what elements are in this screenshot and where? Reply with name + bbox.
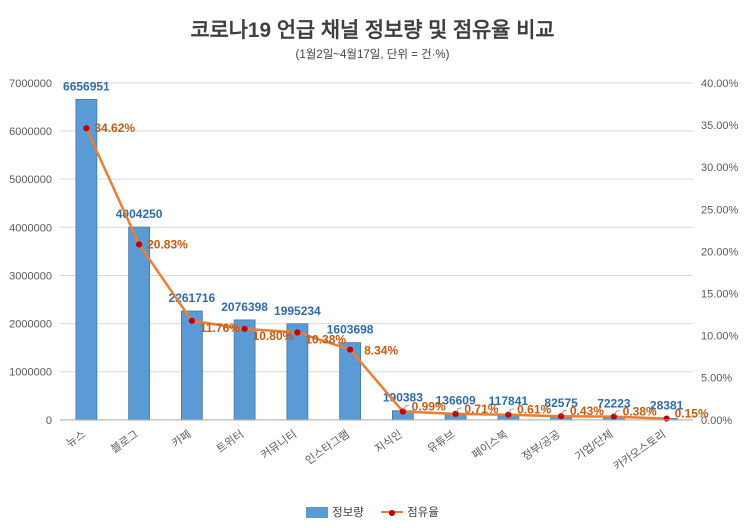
svg-text:6656951: 6656951: [63, 79, 110, 93]
svg-text:5.00%: 5.00%: [701, 373, 732, 385]
svg-text:0: 0: [46, 415, 52, 427]
svg-text:40.00%: 40.00%: [701, 78, 739, 90]
svg-text:8.34%: 8.34%: [364, 344, 398, 358]
svg-text:0.61%: 0.61%: [517, 403, 551, 417]
svg-text:카카오스토리: 카카오스토리: [611, 428, 668, 473]
svg-text:0.15%: 0.15%: [675, 407, 709, 421]
svg-text:2000000: 2000000: [9, 319, 52, 331]
svg-text:2076398: 2076398: [221, 300, 268, 314]
svg-text:11.76%: 11.76%: [200, 321, 240, 335]
svg-text:인스타그램: 인스타그램: [303, 428, 352, 468]
svg-text:트위터: 트위터: [214, 428, 246, 456]
svg-text:6000000: 6000000: [9, 126, 52, 138]
svg-text:0.99%: 0.99%: [412, 400, 446, 414]
svg-text:35.00%: 35.00%: [701, 120, 739, 132]
svg-text:정부/공공: 정부/공공: [520, 428, 563, 464]
svg-text:25.00%: 25.00%: [701, 204, 739, 216]
svg-text:뉴스: 뉴스: [64, 428, 88, 450]
svg-text:커뮤니티: 커뮤니티: [258, 428, 299, 462]
svg-text:유튜브: 유튜브: [425, 428, 457, 456]
svg-text:20.00%: 20.00%: [701, 246, 739, 258]
svg-text:30.00%: 30.00%: [701, 162, 739, 174]
svg-text:3000000: 3000000: [9, 270, 52, 282]
svg-text:5000000: 5000000: [9, 174, 52, 186]
svg-text:카페: 카페: [170, 428, 194, 450]
svg-text:기업/단체: 기업/단체: [572, 428, 615, 464]
svg-text:블로그: 블로그: [109, 428, 141, 456]
svg-text:페이스북: 페이스북: [469, 428, 510, 462]
svg-text:10.00%: 10.00%: [701, 331, 739, 343]
svg-text:34.62%: 34.62%: [94, 121, 135, 135]
svg-text:1000000: 1000000: [9, 367, 52, 379]
svg-text:20.83%: 20.83%: [147, 237, 188, 251]
svg-text:지식인: 지식인: [372, 428, 404, 456]
svg-text:15.00%: 15.00%: [701, 288, 739, 300]
svg-text:10.80%: 10.80%: [253, 329, 294, 343]
svg-text:0.43%: 0.43%: [570, 404, 604, 418]
svg-text:1995234: 1995234: [274, 304, 321, 318]
svg-text:4000000: 4000000: [9, 222, 52, 234]
svg-text:7000000: 7000000: [9, 78, 52, 90]
svg-text:0.38%: 0.38%: [623, 405, 657, 419]
svg-text:0.71%: 0.71%: [464, 402, 498, 416]
svg-text:10.38%: 10.38%: [305, 332, 346, 346]
